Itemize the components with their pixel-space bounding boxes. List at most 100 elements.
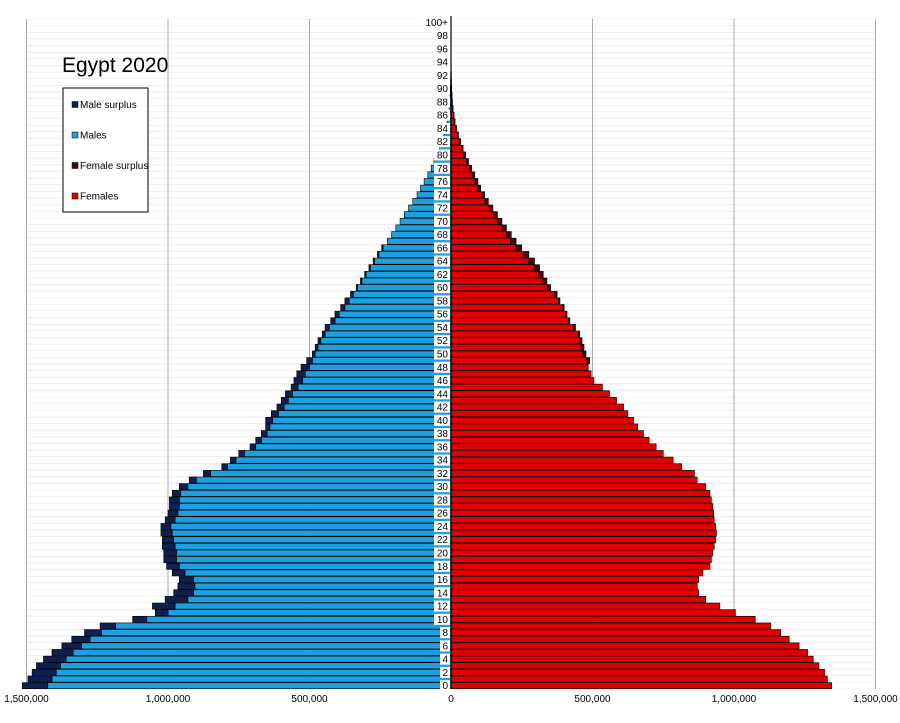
female-bar xyxy=(450,516,715,524)
female-bar xyxy=(450,178,476,185)
age-tick-label: 44 xyxy=(437,389,449,400)
population-tick-label: 1,000,000 xyxy=(712,694,757,705)
female-surplus-bar xyxy=(546,284,551,292)
male-bar xyxy=(255,443,452,451)
female-bar xyxy=(450,556,712,563)
age-label-background xyxy=(434,388,450,400)
age-tick-label: 92 xyxy=(437,71,449,82)
female-bar xyxy=(450,489,711,497)
age-label-background xyxy=(434,30,450,42)
female-bar xyxy=(450,204,490,212)
male-surplus-bar xyxy=(163,549,177,557)
female-bar xyxy=(450,198,486,205)
female-surplus-bar xyxy=(573,324,576,331)
female-bar xyxy=(450,271,540,278)
female-bar xyxy=(450,669,825,676)
female-bar xyxy=(450,257,530,265)
male-bar xyxy=(297,383,452,391)
female-bar xyxy=(450,184,479,192)
age-label-background xyxy=(434,507,450,519)
female-bar xyxy=(450,310,566,318)
male-surplus-bar xyxy=(166,562,180,570)
legend: Male surplus Males Female surplus Females xyxy=(62,87,149,213)
male-surplus-bar xyxy=(31,669,57,676)
population-tick-label: 500,000 xyxy=(574,694,611,705)
female-bar xyxy=(450,450,664,457)
age-tick-label: 4 xyxy=(442,655,448,666)
female-surplus-bar xyxy=(534,264,540,272)
male-surplus-bar xyxy=(163,556,177,563)
male-surplus-bar xyxy=(330,317,336,325)
age-tick-label: 90 xyxy=(437,84,449,95)
male-bar xyxy=(167,609,452,617)
male-bar xyxy=(235,456,452,464)
age-tick-label: 60 xyxy=(437,283,449,294)
female-bar xyxy=(450,330,579,338)
female-bar xyxy=(450,629,781,636)
female-bar xyxy=(450,430,644,437)
age-tick-label: 18 xyxy=(437,562,449,573)
male-bar xyxy=(65,655,452,663)
age-tick-label: 74 xyxy=(437,190,449,201)
male-surplus-bar xyxy=(265,423,271,431)
male-bar xyxy=(60,662,452,670)
male-surplus-bar xyxy=(164,596,189,603)
female-bar xyxy=(450,138,460,146)
female-bar xyxy=(450,576,699,583)
age-tick-label: 68 xyxy=(437,230,449,241)
male-bar xyxy=(320,337,452,345)
age-tick-label: 6 xyxy=(442,641,448,652)
male-surplus-bar xyxy=(350,290,354,298)
male-surplus-bar xyxy=(321,330,326,338)
female-surplus-bar xyxy=(542,277,548,285)
male-bar xyxy=(304,370,452,378)
age-tick-label: 26 xyxy=(437,509,449,520)
male-surplus-bar xyxy=(324,324,330,331)
male-surplus-bar xyxy=(162,536,174,544)
female-bar xyxy=(450,237,511,245)
age-tick-label: 32 xyxy=(437,469,449,480)
male-surplus-bar xyxy=(334,310,340,318)
legend-box xyxy=(62,87,149,213)
male-surplus-bar xyxy=(344,297,350,305)
female-bar xyxy=(450,496,712,504)
age-tick-label: 10 xyxy=(437,615,449,626)
age-label-background xyxy=(434,83,450,95)
female-surplus-bar xyxy=(461,145,464,152)
age-label-background xyxy=(434,481,450,493)
age-label-background xyxy=(440,640,450,652)
age-label-background xyxy=(434,43,450,55)
male-bar xyxy=(174,602,452,610)
female-surplus-bar xyxy=(493,211,498,219)
female-bar xyxy=(450,655,814,663)
female-surplus-bar xyxy=(558,297,561,305)
age-label-background xyxy=(434,96,450,108)
female-bar xyxy=(450,549,714,557)
age-tick-label: 80 xyxy=(437,150,449,161)
age-label-background xyxy=(434,321,450,333)
female-bar xyxy=(450,357,588,364)
age-label-background xyxy=(434,176,450,188)
male-bar xyxy=(187,596,452,603)
male-surplus-bar xyxy=(280,397,289,404)
population-tick-label: 1,500,000 xyxy=(4,694,49,705)
male-surplus-bar xyxy=(300,363,310,371)
male-bar xyxy=(287,397,452,404)
female-bar xyxy=(450,615,756,623)
age-tick-label: 54 xyxy=(437,323,449,334)
female-surplus-bar xyxy=(553,290,558,298)
female-surplus-bar xyxy=(586,357,590,364)
male-bar xyxy=(81,642,452,650)
age-label-background xyxy=(434,215,450,227)
age-tick-label: 64 xyxy=(437,257,449,268)
female-bar xyxy=(450,377,595,384)
male-surplus-bar xyxy=(169,496,180,504)
male-surplus-bar xyxy=(368,264,371,272)
age-tick-label: 66 xyxy=(437,243,449,254)
male-bar xyxy=(55,669,452,676)
female-bar xyxy=(450,476,698,484)
age-label-background xyxy=(434,202,450,214)
female-surplus-bar xyxy=(501,224,507,232)
male-surplus-bar xyxy=(255,436,262,444)
female-bar xyxy=(450,410,629,418)
